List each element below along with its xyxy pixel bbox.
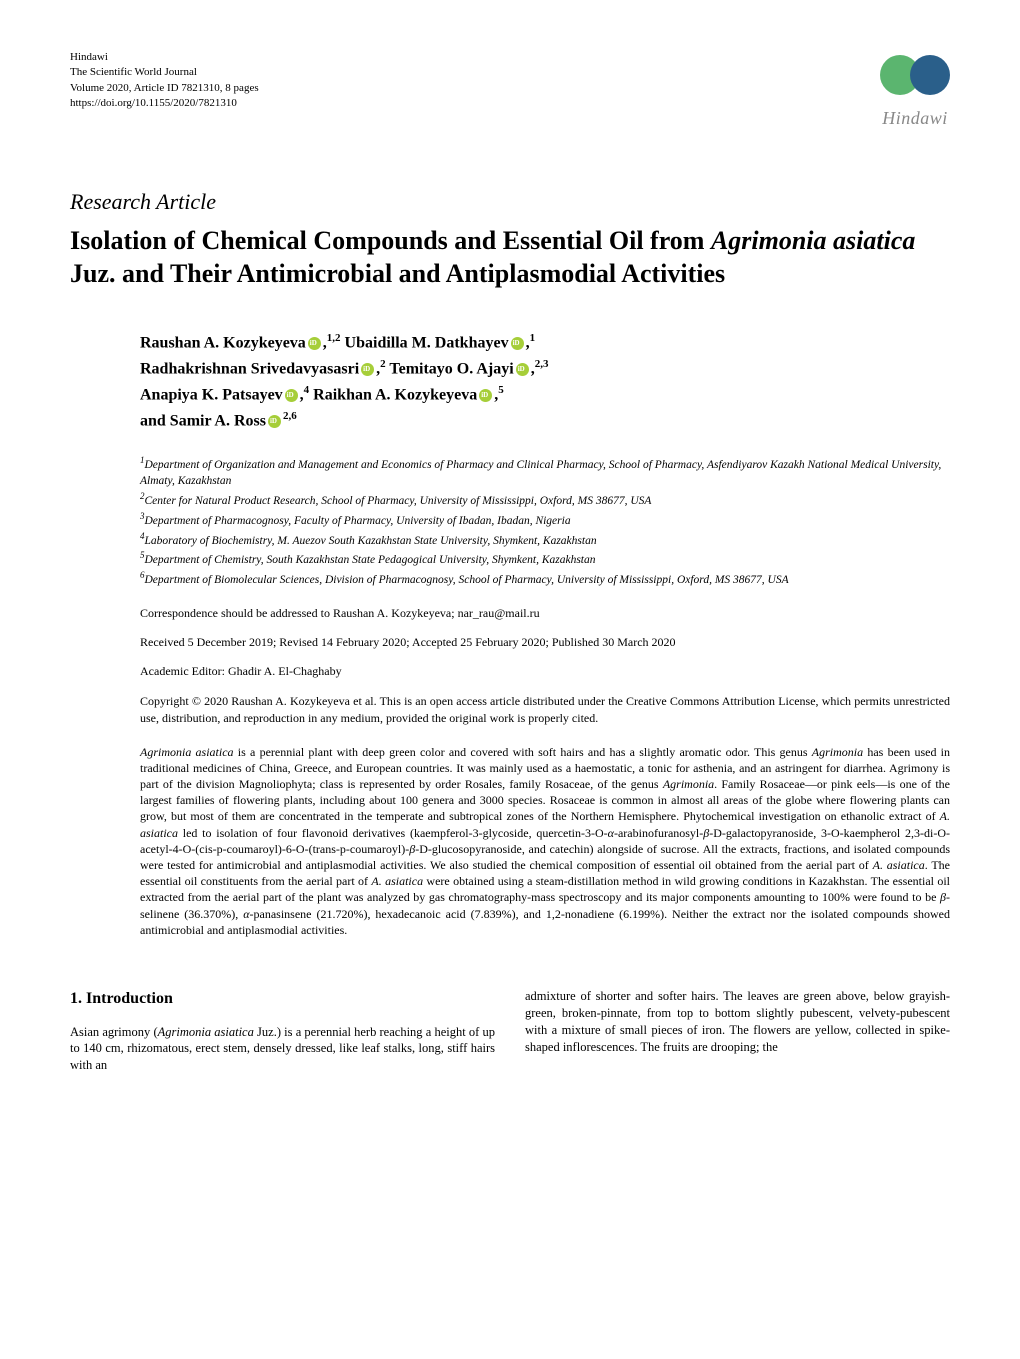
affiliations-list: 1Department of Organization and Manageme… <box>70 454 950 589</box>
affiliation-item: 5Department of Chemistry, South Kazakhst… <box>140 549 950 568</box>
doi-link[interactable]: https://doi.org/10.1155/2020/7821310 <box>70 96 259 111</box>
column-left: 1. Introduction Asian agrimony (Agrimoni… <box>70 988 495 1074</box>
authors-list: Raushan A. Kozykeyeva,1,2 Ubaidilla M. D… <box>70 330 950 434</box>
affiliation-item: 1Department of Organization and Manageme… <box>140 454 950 489</box>
copyright-notice: Copyright © 2020 Raushan A. Kozykeyeva e… <box>70 693 950 725</box>
page-header: Hindawi The Scientific World Journal Vol… <box>70 50 950 129</box>
intro-text-left: Asian agrimony (Agrimonia asiatica Juz.)… <box>70 1024 495 1075</box>
article-title: Isolation of Chemical Compounds and Esse… <box>70 225 950 290</box>
orcid-icon[interactable] <box>516 363 529 376</box>
logo-text: Hindawi <box>882 108 948 129</box>
hindawi-logo-icon <box>880 50 950 100</box>
affiliation-item: 6Department of Biomolecular Sciences, Di… <box>140 569 950 588</box>
correspondence-info: Correspondence should be addressed to Ra… <box>70 606 950 621</box>
orcid-icon[interactable] <box>479 389 492 402</box>
journal-metadata: Hindawi The Scientific World Journal Vol… <box>70 50 259 112</box>
orcid-icon[interactable] <box>511 337 524 350</box>
orcid-icon[interactable] <box>285 389 298 402</box>
orcid-icon[interactable] <box>308 337 321 350</box>
section-heading: 1. Introduction <box>70 988 495 1010</box>
affiliation-item: 4Laboratory of Biochemistry, M. Auezov S… <box>140 530 950 549</box>
orcid-icon[interactable] <box>361 363 374 376</box>
academic-editor: Academic Editor: Ghadir A. El-Chaghaby <box>70 664 950 679</box>
orcid-icon[interactable] <box>268 415 281 428</box>
body-columns: 1. Introduction Asian agrimony (Agrimoni… <box>70 988 950 1074</box>
column-right: admixture of shorter and softer hairs. T… <box>525 988 950 1074</box>
article-dates: Received 5 December 2019; Revised 14 Feb… <box>70 635 950 650</box>
publisher-logo: Hindawi <box>880 50 950 129</box>
affiliation-item: 3Department of Pharmacognosy, Faculty of… <box>140 510 950 529</box>
publisher-name: Hindawi <box>70 50 259 65</box>
intro-text-right: admixture of shorter and softer hairs. T… <box>525 988 950 1056</box>
abstract-text: Agrimonia asiatica is a perennial plant … <box>70 744 950 938</box>
journal-name: The Scientific World Journal <box>70 65 259 80</box>
affiliation-item: 2Center for Natural Product Research, Sc… <box>140 490 950 509</box>
volume-info: Volume 2020, Article ID 7821310, 8 pages <box>70 81 259 96</box>
article-type-label: Research Article <box>70 189 950 215</box>
